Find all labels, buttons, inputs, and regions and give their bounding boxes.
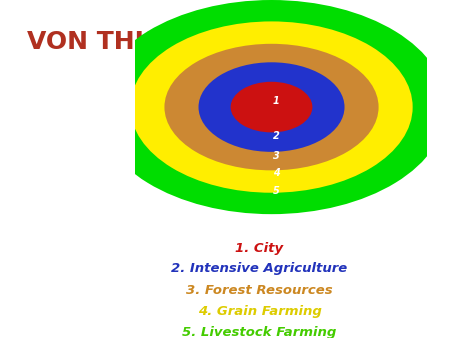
Text: VON THUNEN MODEL: VON THUNEN MODEL xyxy=(27,30,322,54)
Text: 1: 1 xyxy=(273,96,280,106)
Ellipse shape xyxy=(198,62,345,152)
Ellipse shape xyxy=(164,44,378,170)
Text: 4: 4 xyxy=(273,168,280,178)
Ellipse shape xyxy=(96,0,447,214)
Text: 4. Grain Farming: 4. Grain Farming xyxy=(198,305,321,318)
Text: 2. Intensive Agriculture: 2. Intensive Agriculture xyxy=(171,262,347,275)
Ellipse shape xyxy=(130,21,413,193)
Text: 5. Livestock Farming: 5. Livestock Farming xyxy=(182,325,337,338)
Text: 3. Forest Resources: 3. Forest Resources xyxy=(186,284,333,297)
Text: 3: 3 xyxy=(273,151,280,161)
Ellipse shape xyxy=(231,82,312,132)
Text: 1. City: 1. City xyxy=(235,242,284,255)
Text: 5: 5 xyxy=(273,186,280,196)
Text: 2: 2 xyxy=(273,131,280,141)
